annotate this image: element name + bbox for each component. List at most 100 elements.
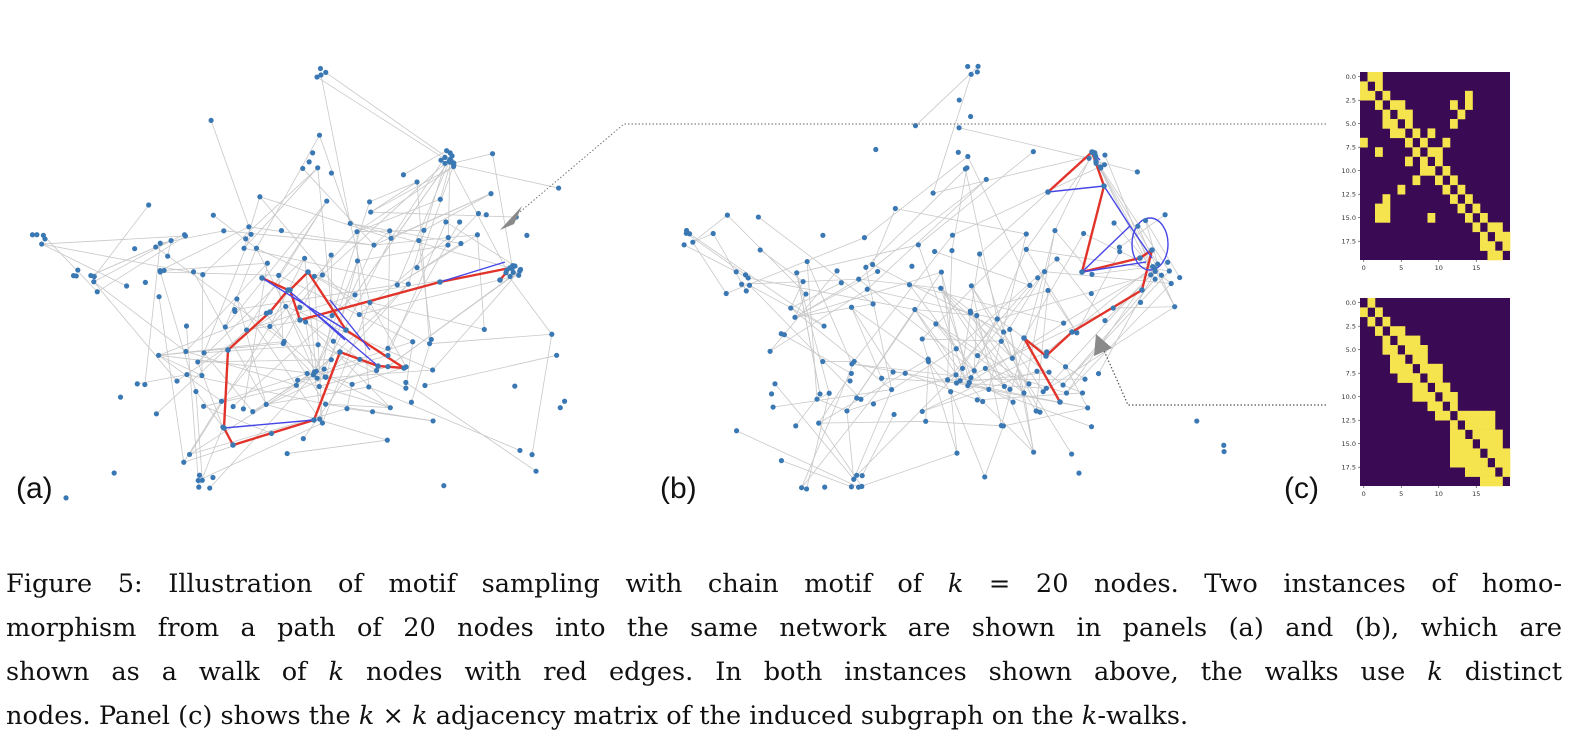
matrix-cell	[1367, 298, 1376, 308]
matrix-cell	[1465, 100, 1473, 110]
matrix-cell	[1405, 345, 1413, 355]
matrix-cell	[1457, 203, 1466, 214]
matrix-y-tick: 10.0	[1342, 167, 1356, 175]
matrix-cell	[1495, 222, 1503, 233]
matrix-cell	[1412, 128, 1421, 139]
matrix-cell	[1382, 119, 1391, 129]
matrix-cell	[1480, 420, 1488, 430]
matrix-cell	[1480, 231, 1488, 242]
matrix-cell	[1450, 457, 1458, 468]
matrix-y-tick: 7.5	[1346, 144, 1356, 152]
matrix-cell	[1412, 354, 1421, 365]
matrix-cell	[1472, 467, 1481, 477]
matrix-cell	[1480, 467, 1488, 477]
matrix-cell	[1495, 476, 1503, 487]
matrix-cell	[1465, 420, 1473, 430]
matrix-cell	[1472, 457, 1481, 468]
matrix-cell	[1435, 156, 1443, 167]
matrix-cell	[1450, 448, 1458, 459]
matrix-y-tick: 12.5	[1342, 191, 1356, 199]
matrix-cell	[1487, 241, 1496, 251]
matrix-cell	[1442, 392, 1451, 402]
matrix-cell	[1435, 410, 1443, 421]
matrix-cell	[1397, 373, 1406, 383]
matrix-cell	[1367, 316, 1376, 327]
callouts	[500, 123, 1326, 406]
matrix-cell	[1487, 467, 1496, 477]
matrix-y-tick: 2.5	[1346, 323, 1356, 331]
matrix-cell	[1495, 429, 1503, 440]
figure-caption: Figure 5: Illustration of motif sampling…	[6, 562, 1562, 738]
matrix-cell	[1382, 109, 1391, 120]
matrix-cell	[1442, 166, 1451, 176]
matrix-cell	[1465, 467, 1473, 477]
matrix-cell	[1435, 373, 1443, 383]
matrix-cell	[1457, 439, 1466, 449]
matrix-cell	[1487, 410, 1496, 421]
matrix-cell	[1382, 316, 1391, 327]
panel-label-c: (c)	[1284, 472, 1319, 505]
matrix-cell	[1487, 439, 1496, 449]
matrix-cell	[1435, 382, 1443, 393]
matrix-cell	[1495, 457, 1503, 468]
matrix-cell	[1487, 250, 1496, 261]
matrix-cell	[1457, 429, 1466, 440]
matrix-cell	[1472, 410, 1481, 421]
matrix-cell	[1390, 354, 1398, 365]
matrix-cell	[1427, 373, 1436, 383]
matrix-cell	[1375, 203, 1383, 214]
matrix-cell	[1420, 392, 1428, 402]
panel-label-a: (a)	[16, 472, 53, 505]
matrix-y-tick: 10.0	[1342, 393, 1356, 401]
matrix-cell	[1427, 128, 1436, 139]
matrix-cell	[1450, 401, 1458, 412]
matrix-cell	[1472, 203, 1481, 214]
matrix-cell	[1487, 476, 1496, 487]
matrix-cell	[1405, 335, 1413, 346]
matrix-cell	[1457, 184, 1466, 195]
matrix-cell	[1472, 429, 1481, 440]
network-graphs	[29, 63, 1326, 501]
matrix-cell	[1412, 382, 1421, 393]
matrix-cell	[1480, 429, 1488, 440]
matrix-cell	[1457, 410, 1466, 421]
matrix-cell	[1442, 410, 1451, 421]
matrix-cell	[1420, 137, 1428, 148]
matrix-cell	[1390, 363, 1398, 374]
matrix-cell	[1382, 203, 1391, 214]
matrix-cell	[1427, 392, 1436, 402]
matrix-cell	[1465, 213, 1473, 223]
matrix-cell	[1465, 410, 1473, 421]
matrix-cell	[1450, 100, 1458, 110]
matrix-cell	[1487, 420, 1496, 430]
matrix-cell	[1472, 222, 1481, 233]
matrix-cell	[1450, 175, 1458, 186]
matrix-cell	[1382, 213, 1391, 223]
matrix-y-tick: 0.0	[1346, 299, 1356, 307]
matrix-cell	[1450, 439, 1458, 449]
matrix-cell	[1375, 147, 1383, 157]
matrix-cell	[1465, 448, 1473, 459]
matrix-cell	[1375, 213, 1383, 223]
matrix-cell	[1397, 100, 1406, 110]
matrix-cell	[1420, 166, 1428, 176]
matrix-cell	[1480, 439, 1488, 449]
matrix-x-tick: 15	[1472, 490, 1480, 498]
matrix-cell	[1397, 128, 1406, 139]
matrix-cell	[1397, 363, 1406, 374]
matrix-y-tick: 17.5	[1342, 464, 1356, 472]
matrix-cell	[1420, 363, 1428, 374]
matrix-cell	[1375, 326, 1383, 336]
matrix-x-tick: 10	[1435, 490, 1443, 498]
matrix-cell	[1465, 90, 1473, 101]
matrix-cell	[1412, 345, 1421, 355]
matrix-cell	[1502, 231, 1511, 242]
caption-line-4: nodes. Panel (c) shows the k × k adjacen…	[6, 701, 1189, 731]
matrix-cell	[1495, 448, 1503, 459]
matrix-cell	[1360, 137, 1368, 148]
caption-line-1: Figure 5: Illustration of motif sampling…	[6, 569, 1563, 599]
matrix-cell	[1495, 439, 1503, 449]
matrix-cell	[1472, 448, 1481, 459]
matrix-cell	[1405, 373, 1413, 383]
matrix-x-tick: 5	[1399, 490, 1403, 498]
